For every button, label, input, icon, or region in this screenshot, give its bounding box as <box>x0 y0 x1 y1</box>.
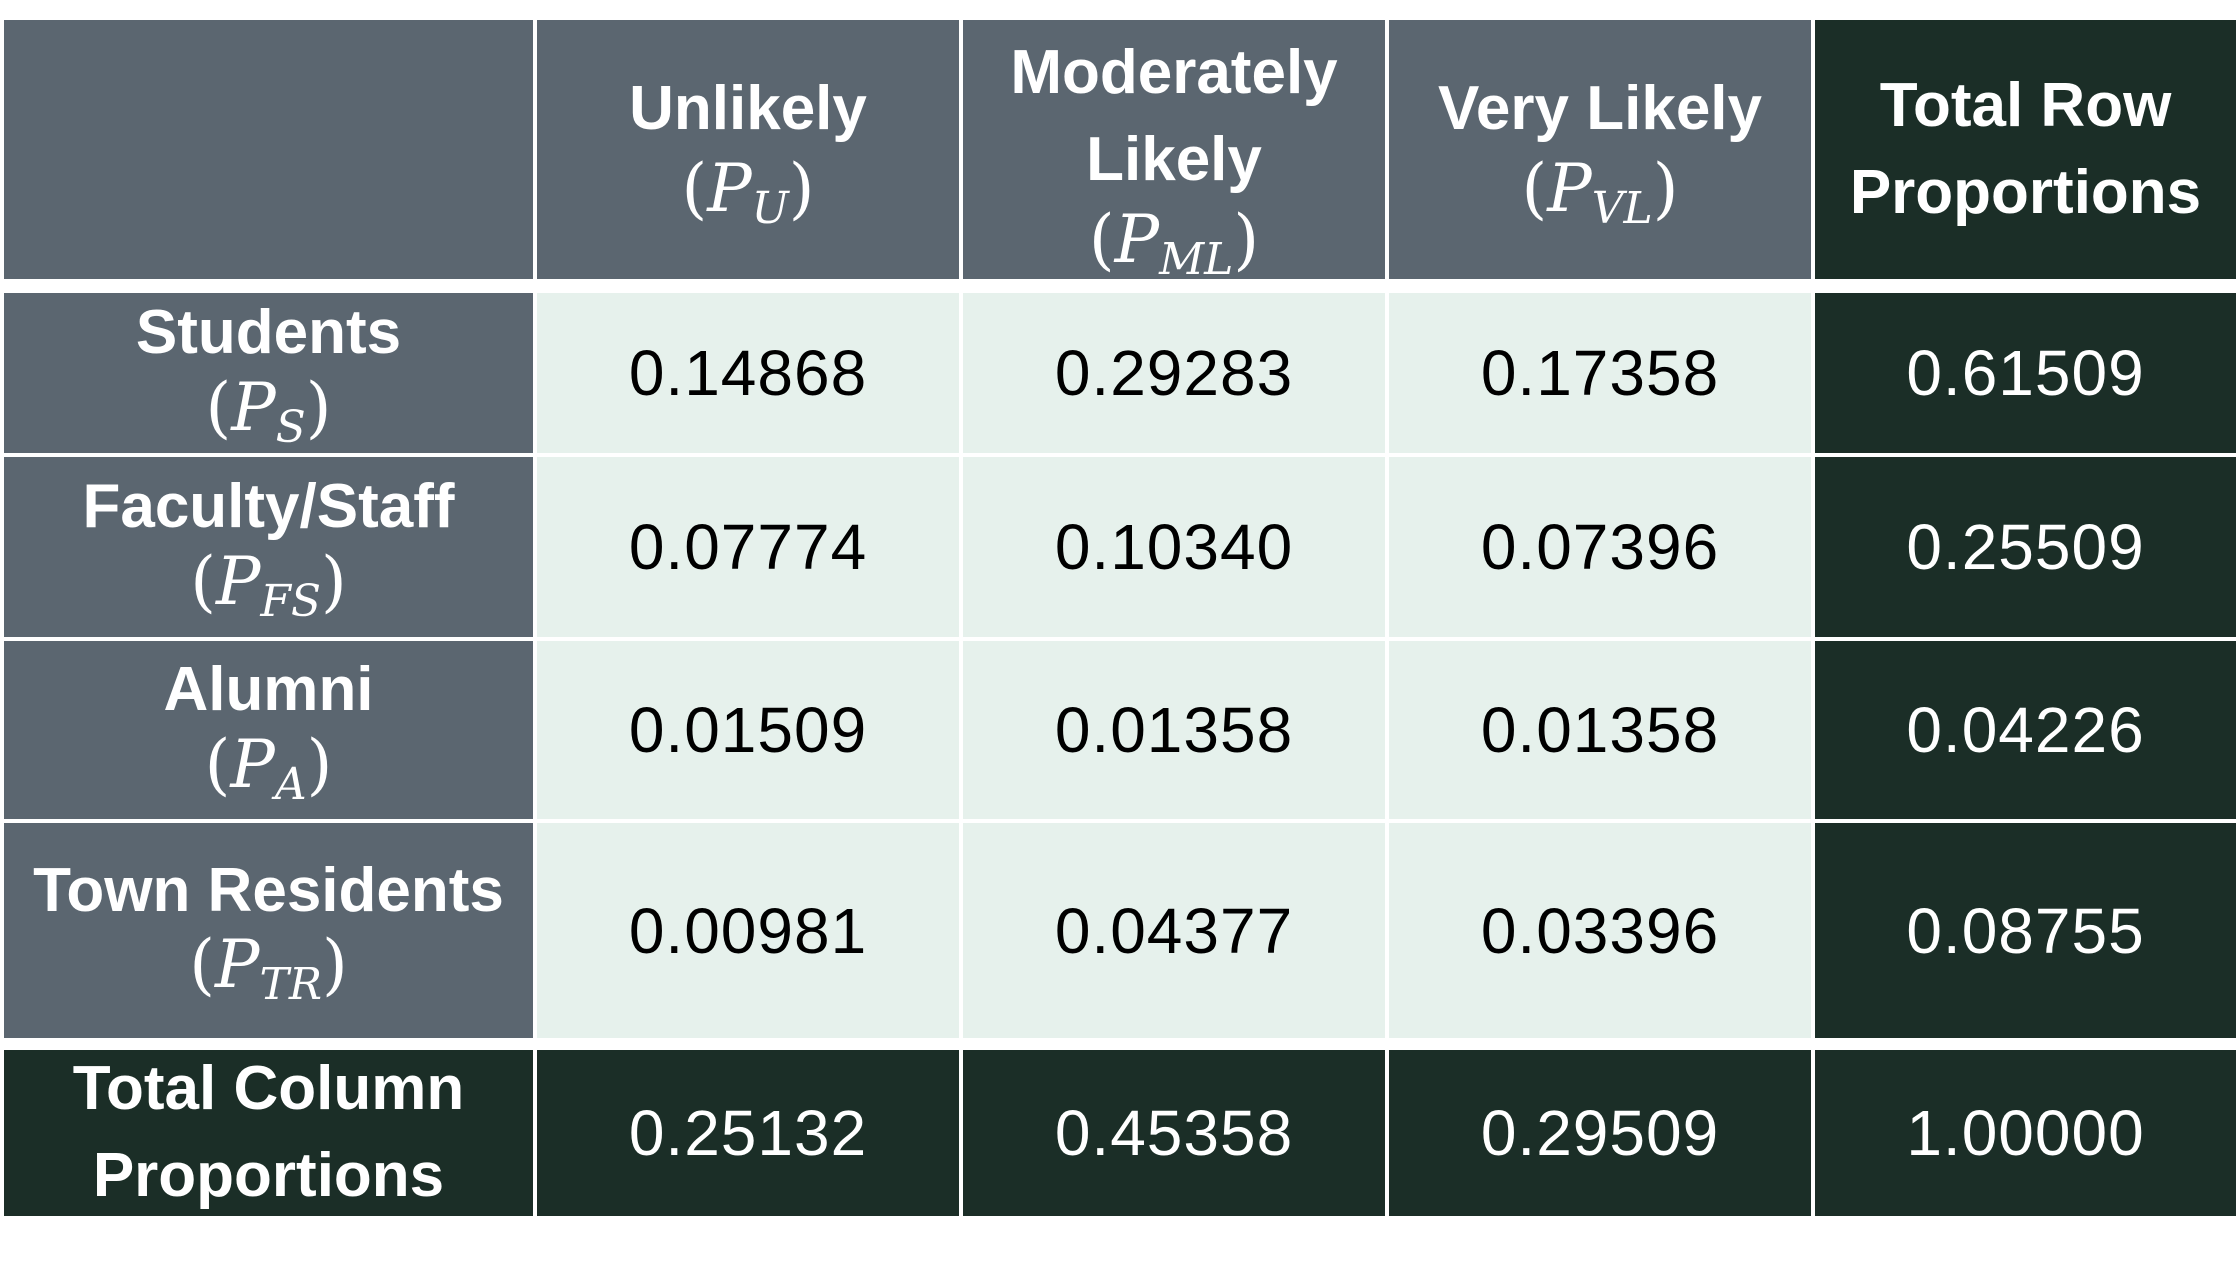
totals-label: Total Column Proportions <box>72 1054 465 1210</box>
table-cell: 0.10340 <box>963 457 1385 637</box>
row-header-town-residents: Town Residents (PTR) <box>4 823 533 1038</box>
row-header-label: Students <box>135 298 402 368</box>
table-cell: 0.14868 <box>537 293 959 453</box>
table-cell: 0.03396 <box>1389 823 1811 1038</box>
grand-total-cell: 1.00000 <box>1815 1050 2236 1216</box>
column-total-cell: 0.25132 <box>537 1050 959 1216</box>
table-cell: 0.07774 <box>537 457 959 637</box>
table-cell: 0.07396 <box>1389 457 1811 637</box>
table-cell: 0.00981 <box>537 823 959 1038</box>
column-total-cell: 0.29509 <box>1389 1050 1811 1216</box>
proportions-table: Unlikely (PU) Moderately Likely (PML) Ve… <box>4 20 2236 1234</box>
col-header-label: Moderately Likely <box>1010 38 1338 194</box>
row-header-symbol: (PS) <box>205 368 332 453</box>
row-header-symbol: (PFS) <box>190 542 347 627</box>
row-header-students: Students (PS) <box>4 293 533 453</box>
table-cell: 0.29283 <box>963 293 1385 453</box>
col-header-unlikely: Unlikely (PU) <box>537 20 959 279</box>
corner-header-cell <box>4 20 533 279</box>
table-cell: 0.01358 <box>1389 641 1811 819</box>
row-total-cell: 0.04226 <box>1815 641 2236 819</box>
col-header-moderately-likely: Moderately Likely (PML) <box>963 20 1385 279</box>
row-header-label: Faculty/Staff <box>82 472 455 542</box>
row-total-cell: 0.25509 <box>1815 457 2236 637</box>
col-header-label: Very Likely <box>1437 73 1763 143</box>
col-header-symbol: (PML) <box>1088 200 1260 279</box>
row-header-faculty-staff: Faculty/Staff (PFS) <box>4 457 533 637</box>
table-cell: 0.01509 <box>537 641 959 819</box>
row-total-cell: 0.61509 <box>1815 293 2236 453</box>
col-header-symbol: (PVL) <box>1521 149 1679 234</box>
table-cell: 0.01358 <box>963 641 1385 819</box>
row-header-total-column: Total Column Proportions <box>4 1050 533 1216</box>
row-header-alumni: Alumni (PA) <box>4 641 533 819</box>
total-row-header-label: Total Row Proportions <box>1849 70 2202 227</box>
col-header-total-row: Total Row Proportions <box>1815 20 2236 279</box>
col-header-label: Unlikely <box>629 73 867 143</box>
table-cell: 0.17358 <box>1389 293 1811 453</box>
row-total-cell: 0.08755 <box>1815 823 2236 1038</box>
row-header-symbol: (PTR) <box>189 926 348 1011</box>
row-header-label: Alumni <box>163 655 374 725</box>
row-header-symbol: (PA) <box>204 725 333 810</box>
row-header-label: Town Residents <box>33 855 504 925</box>
table-cell: 0.04377 <box>963 823 1385 1038</box>
col-header-very-likely: Very Likely (PVL) <box>1389 20 1811 279</box>
col-header-symbol: (PU) <box>681 149 815 234</box>
column-total-cell: 0.45358 <box>963 1050 1385 1216</box>
